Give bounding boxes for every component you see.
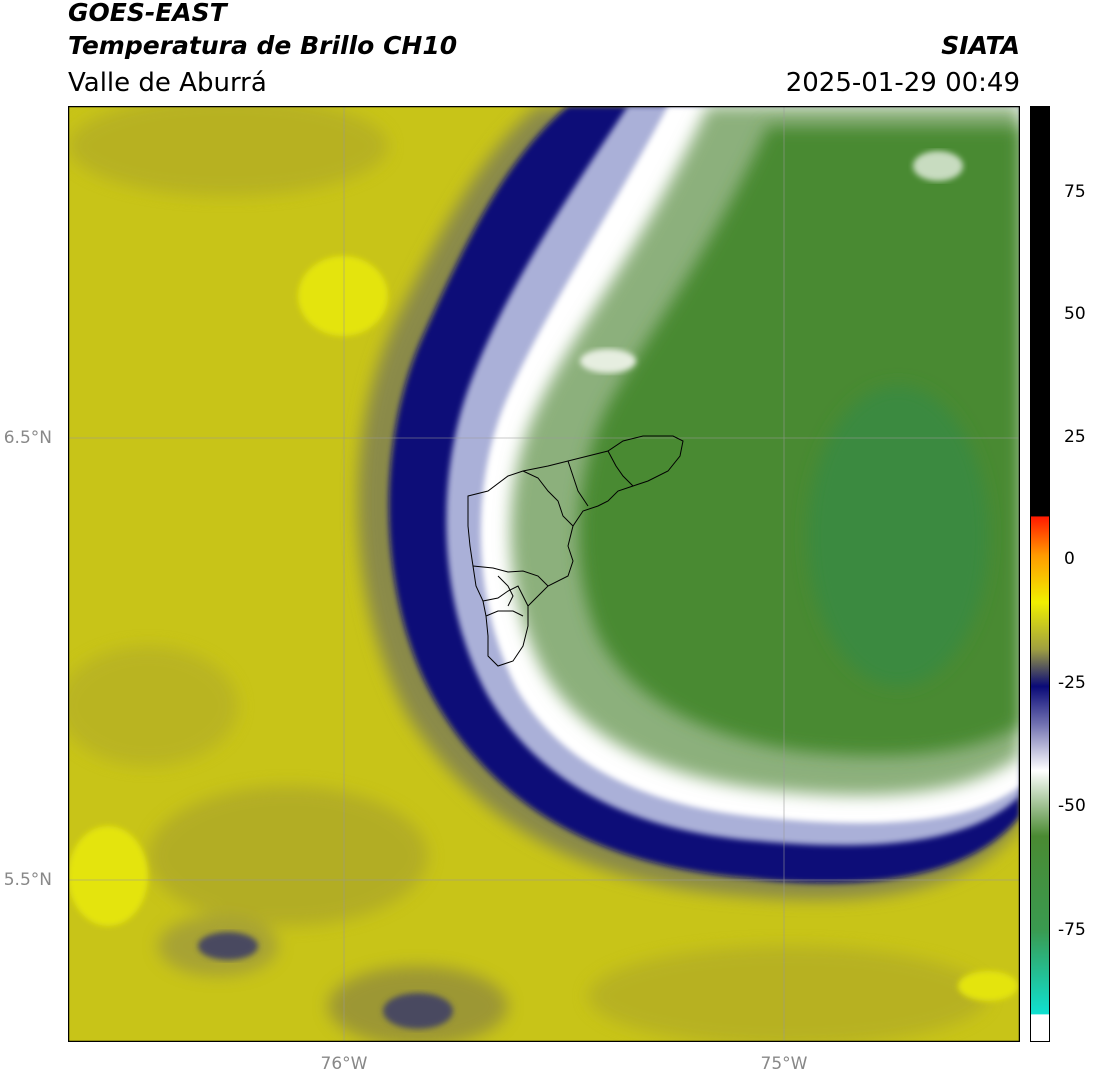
colorbar-tick-75: 75	[1064, 182, 1086, 202]
subtitle-region: Valle de Aburrá	[68, 68, 267, 98]
brightness-temperature-map	[68, 106, 1020, 1042]
organization-label: SIATA	[941, 31, 1020, 60]
lon-label-76W: 76°W	[320, 1054, 368, 1074]
olive-patches	[68, 106, 988, 1042]
lon-label-75W: 75°W	[760, 1054, 808, 1074]
valle-de-aburra-boundaries	[467, 435, 684, 667]
timestamp-label: 2025-01-29 00:49	[785, 68, 1020, 98]
graticule	[68, 106, 1020, 1042]
title-line-1: GOES-EAST	[68, 0, 227, 27]
colorbar-tick-minus-25: -25	[1058, 673, 1086, 693]
lat-label-6-5N: 6.5°N	[3, 428, 52, 448]
bright-yellow-patches	[68, 256, 1018, 1001]
temperature-colorbar	[1030, 106, 1050, 1042]
lat-label-5-5N: 5.5°N	[3, 870, 52, 890]
map-frame	[68, 106, 1020, 1042]
dark-cell-south	[198, 932, 258, 960]
colorbar-tick-minus-50: -50	[1058, 796, 1086, 816]
colorbar-tick-50: 50	[1064, 304, 1086, 324]
title-line-2: Temperatura de Brillo CH10	[68, 31, 458, 60]
colorbar-tick-25: 25	[1064, 427, 1086, 447]
colorbar-tick-0: 0	[1064, 549, 1075, 569]
dark-cell-south-2	[383, 993, 453, 1029]
convective-cloud-system	[357, 106, 1020, 900]
colorbar-tick-minus-75: -75	[1058, 920, 1086, 940]
